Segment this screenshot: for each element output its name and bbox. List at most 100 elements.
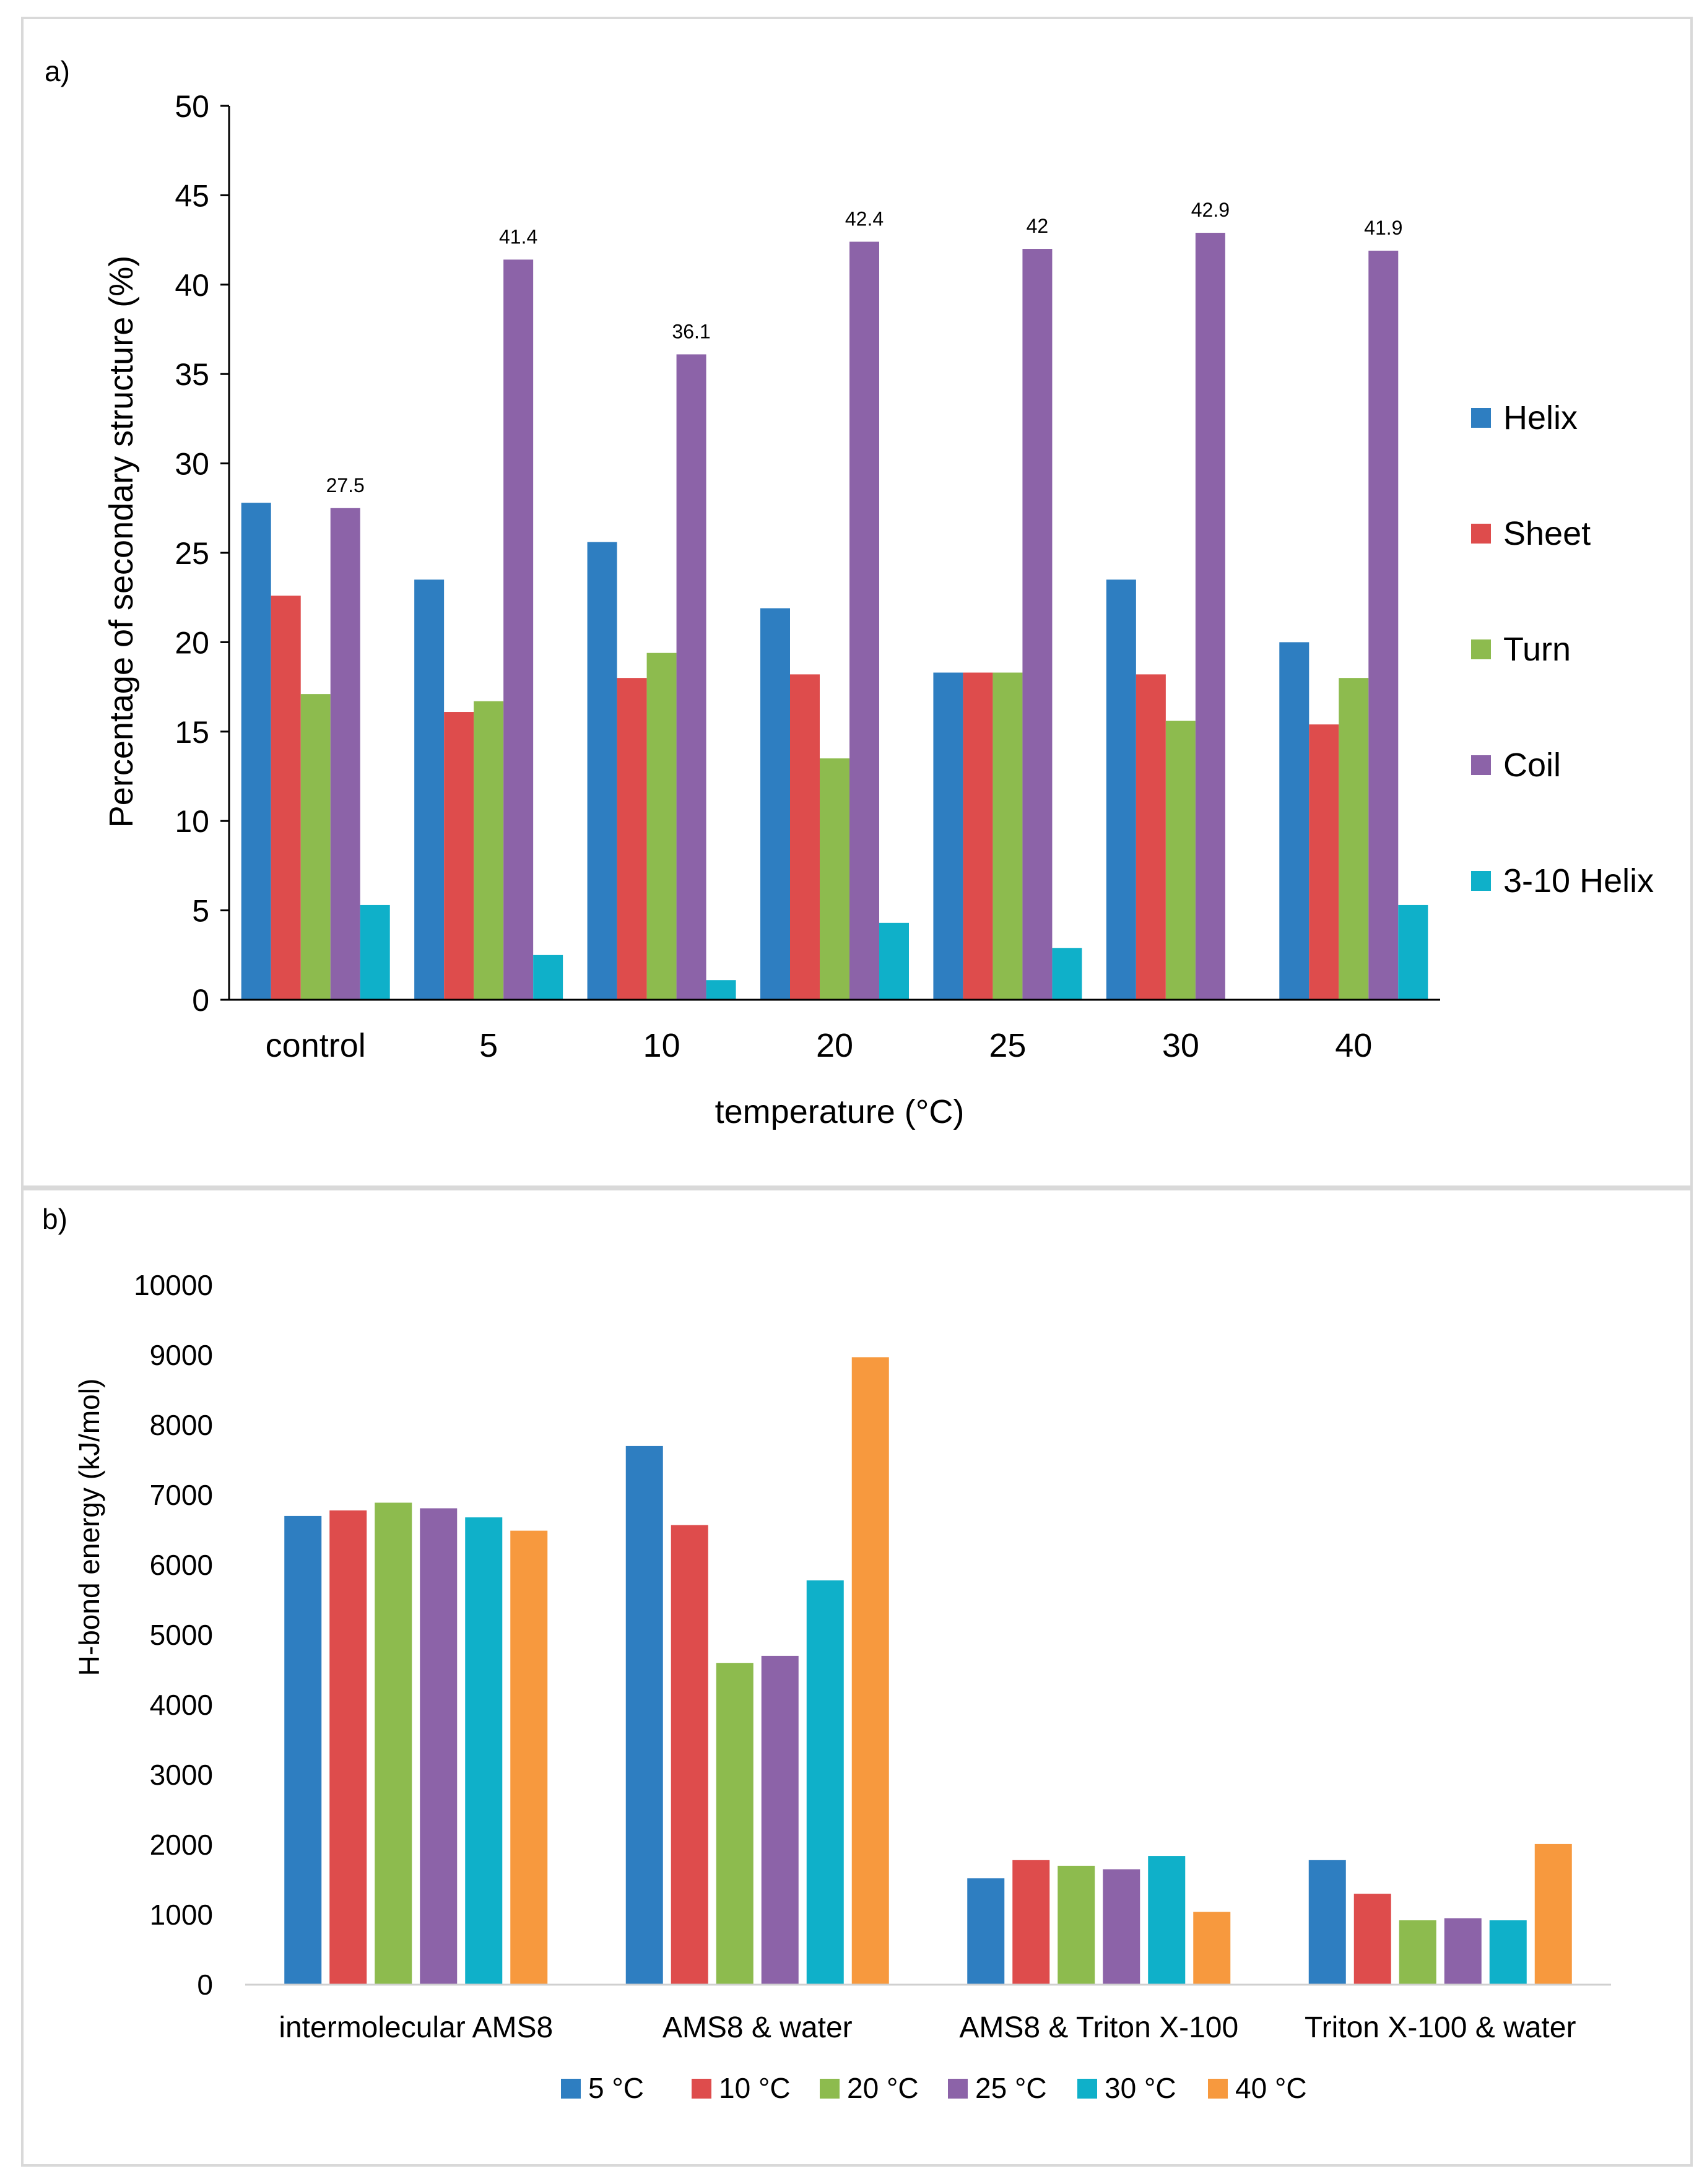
chart-a-svg: 27.5 41.4 36.1 42.4 42 42.9 41.9 0 5 10 15 20 25 30 3… [45, 55, 1654, 1130]
bar-40c [1193, 1912, 1231, 1985]
y-tick-label: 10 [175, 804, 209, 839]
bar-40c [510, 1530, 548, 1985]
data-label: 27.5 [326, 474, 365, 496]
legend-label: Sheet [1503, 515, 1591, 552]
bar-20c [375, 1502, 412, 1985]
bar-turn [1339, 678, 1369, 1000]
y-tick-label: 40 [175, 268, 209, 303]
x-tick-label: AMS8 & Triton X-100 [959, 2011, 1238, 2044]
bar-coil [1022, 249, 1053, 1000]
bar-turn [820, 758, 849, 1000]
bar-sheet [444, 712, 474, 1000]
legend-label: 20 °C [847, 2072, 919, 2104]
bar-5c [625, 1445, 663, 1985]
bar-10c [1012, 1860, 1050, 1985]
legend-swatch [1471, 408, 1491, 428]
y-tick-label: 8000 [150, 1409, 213, 1441]
legend-swatch [948, 2079, 968, 2099]
bar-3-10-helix [1052, 948, 1082, 1000]
legend-label: Helix [1503, 399, 1578, 436]
legend-label: Coil [1503, 747, 1561, 784]
bar-20c [716, 1663, 754, 1985]
legend-swatch [692, 2079, 711, 2099]
bar-turn [474, 701, 504, 1000]
y-tick-label: 6000 [150, 1549, 213, 1581]
bar-3-10-helix [879, 922, 909, 1000]
legend-swatch [1471, 871, 1491, 891]
bar-coil [1368, 250, 1399, 1000]
y-tick-label: 5 [192, 894, 209, 929]
bar-coil [330, 508, 360, 1000]
legend-label: 3-10 Helix [1503, 862, 1654, 899]
bar-3-10-helix [706, 980, 736, 1000]
y-tick-label: 4000 [150, 1689, 213, 1721]
y-tick-label: 2000 [150, 1829, 213, 1861]
bar-10c [671, 1525, 708, 1985]
y-tick-label: 15 [175, 715, 209, 750]
bar-3-10-helix [533, 955, 563, 1000]
y-axis-title: Percentage of secondary structure (%) [103, 256, 140, 828]
data-label: 36.1 [672, 320, 710, 342]
bar-helix [587, 542, 617, 1000]
bar-coil [1195, 233, 1225, 1000]
legend-swatch [1471, 639, 1491, 659]
bar-3-10-helix [1398, 904, 1428, 1000]
y-tick-label: 1000 [150, 1899, 213, 1931]
chart-b-svg: 0 1000 2000 3000 4000 5000 6000 7000 8000 9000 100… [42, 1203, 1611, 2104]
bar-20c [1058, 1865, 1095, 1985]
legend-swatch [1471, 524, 1491, 544]
x-tick-label: intermolecular AMS8 [279, 2011, 553, 2044]
legend-label: 10 °C [719, 2072, 791, 2104]
bar-sheet [790, 674, 820, 1000]
bar-coil [849, 241, 879, 1000]
x-tick-label: 30 [1162, 1027, 1199, 1064]
bar-10c [329, 1510, 367, 1985]
y-tick-label: 3000 [150, 1759, 213, 1791]
y-axis-title: H-bond energy (kJ/mol) [73, 1379, 105, 1676]
bar-30c [465, 1517, 503, 1985]
legend-label: 40 °C [1235, 2072, 1307, 2104]
bar-5c [1308, 1860, 1346, 1985]
y-tick-label: 35 [175, 357, 209, 392]
legend-label: Turn [1503, 631, 1571, 668]
data-label: 42 [1027, 215, 1049, 237]
x-tick-label: AMS8 & water [662, 2011, 853, 2044]
bar-helix [1106, 579, 1136, 1000]
bar-turn [646, 652, 677, 1000]
legend-swatch [820, 2079, 840, 2099]
bar-25c [420, 1508, 458, 1985]
bar-40c [1534, 1844, 1572, 1985]
y-tick-label: 5000 [150, 1619, 213, 1651]
x-tick-label: 20 [816, 1027, 853, 1064]
legend-swatch [1471, 755, 1491, 775]
y-tick-label: 9000 [150, 1339, 213, 1371]
bar-25c [761, 1655, 799, 1985]
bar-40c [851, 1357, 889, 1985]
x-tick-label: 10 [643, 1027, 680, 1064]
data-label: 41.4 [499, 225, 537, 248]
bar-sheet [963, 672, 993, 1000]
bar-coil [676, 354, 706, 1000]
bar-25c [1103, 1869, 1140, 1985]
panel-b: 0 1000 2000 3000 4000 5000 6000 7000 8000 9000 100… [21, 1188, 1693, 2167]
x-tick-label: 25 [989, 1027, 1026, 1064]
bar-sheet [1309, 724, 1339, 1000]
x-tick-label: 5 [479, 1027, 498, 1064]
y-tick-label: 50 [175, 89, 209, 124]
bar-helix [1279, 642, 1310, 1000]
bar-10c [1353, 1894, 1391, 1985]
y-tick-label: 7000 [150, 1479, 213, 1511]
y-tick-label: 45 [175, 178, 209, 213]
y-tick-label: 0 [197, 1969, 213, 2001]
panel-a: 27.5 41.4 36.1 42.4 42 42.9 41.9 0 5 10 15 20 25 30 3… [21, 17, 1693, 1188]
x-axis-title: temperature (°C) [715, 1093, 965, 1130]
legend-swatch [561, 2079, 581, 2099]
bar-turn [1165, 721, 1196, 1000]
x-tick-label: control [266, 1027, 366, 1064]
bar-sheet [617, 678, 647, 1000]
y-tick-label: 0 [192, 983, 209, 1018]
bar-turn [992, 672, 1023, 1000]
legend-label: 5 °C [588, 2072, 644, 2104]
bar-helix [760, 608, 790, 1000]
data-label: 42.9 [1191, 199, 1230, 221]
